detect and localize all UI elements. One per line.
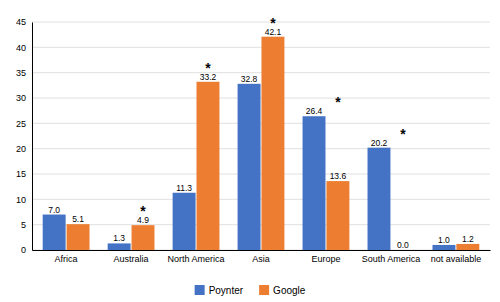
x-tick: Europe [311, 250, 340, 264]
y-tick-label: 25 [16, 119, 26, 129]
x-tick: Asia [252, 250, 270, 264]
y-tick: 25 [16, 119, 32, 129]
annotation: * [335, 94, 341, 110]
y-tick: 30 [16, 93, 32, 103]
data-label: 0.0 [397, 240, 409, 250]
bar-series [43, 84, 456, 250]
grid-line [32, 47, 490, 48]
grid-line [32, 174, 490, 175]
x-tick: Australia [114, 250, 149, 264]
legend-item: Google [259, 285, 306, 296]
x-tick-label: Australia [114, 254, 149, 264]
y-tick: 45 [16, 17, 32, 27]
bar [43, 215, 66, 250]
bars [43, 37, 480, 250]
legend: Poynter Google [195, 285, 306, 296]
y-tick: 5 [21, 220, 32, 230]
data-labels: 7.01.311.332.826.420.21.05.14.933.242.11… [48, 27, 474, 250]
chart: 0 5 10 15 20 25 30 35 40 45 Africa Australia North A… [0, 0, 500, 302]
bar-series [67, 37, 480, 250]
data-label: 32.8 [241, 74, 258, 84]
bar [303, 116, 326, 250]
grid-line [32, 250, 490, 251]
grid-line [32, 22, 490, 23]
grid-line [32, 98, 490, 99]
x-tick: not available [431, 250, 482, 264]
annotation: * [140, 203, 146, 219]
legend-label: Poynter [209, 285, 244, 296]
y-tick-label: 10 [16, 195, 26, 205]
grid-line [32, 199, 490, 200]
x-tick-label: Asia [252, 254, 270, 264]
grid-line [32, 148, 490, 149]
y-tick-label: 0 [21, 245, 26, 255]
x-tick: Africa [55, 250, 78, 264]
bar [432, 245, 455, 250]
annotations: * * * * * [140, 15, 406, 219]
x-axis-line [33, 250, 491, 251]
annotation: * [270, 15, 276, 31]
grid-line [32, 224, 490, 225]
data-label: 20.2 [371, 138, 388, 148]
y-tick-label: 20 [16, 144, 26, 154]
data-label: 1.0 [438, 235, 450, 245]
y-tick: 20 [16, 144, 32, 154]
bar [238, 84, 261, 250]
y-axis: 0 5 10 15 20 25 30 35 40 45 [16, 17, 33, 255]
y-tick-label: 35 [16, 68, 26, 78]
grid-line [32, 72, 490, 73]
grid [32, 22, 490, 250]
data-label: 26.4 [306, 106, 323, 116]
y-tick-label: 5 [21, 220, 26, 230]
bar [197, 82, 220, 250]
bar [67, 224, 90, 250]
data-label: 5.1 [72, 214, 84, 224]
grid-line [32, 123, 490, 124]
bar [456, 244, 479, 250]
data-label: 13.6 [330, 171, 347, 181]
x-tick-label: Africa [55, 254, 78, 264]
x-tick-label: North America [168, 254, 225, 264]
bar [108, 243, 131, 250]
x-tick-label: not available [431, 254, 482, 264]
bar [261, 37, 284, 250]
data-label: 1.2 [462, 234, 474, 244]
x-tick: South America [362, 250, 421, 264]
x-tick-label: Europe [311, 254, 340, 264]
bar [132, 225, 155, 250]
bar [326, 181, 349, 250]
y-tick: 40 [16, 43, 32, 53]
y-tick: 0 [21, 245, 32, 255]
data-label: 11.3 [176, 183, 192, 193]
data-label: 7.0 [48, 205, 60, 215]
y-tick-label: 40 [16, 43, 26, 53]
legend-label: Google [273, 285, 306, 296]
bar [173, 193, 196, 250]
bar [368, 148, 391, 250]
y-tick: 35 [16, 68, 32, 78]
plot-root: 0 5 10 15 20 25 30 35 40 45 Africa Australia North A… [16, 15, 491, 265]
y-tick-label: 45 [16, 17, 26, 27]
y-axis-line [32, 23, 33, 251]
annotation: * [205, 60, 211, 76]
legend-swatch [195, 285, 205, 295]
y-tick: 15 [16, 169, 32, 179]
data-label: 1.3 [113, 233, 125, 243]
legend-swatch [259, 285, 269, 295]
legend-item: Poynter [195, 285, 244, 296]
y-tick-label: 15 [16, 169, 26, 179]
annotation: * [400, 126, 406, 142]
x-tick: North America [168, 250, 225, 264]
x-tick-label: South America [362, 254, 421, 264]
y-tick-label: 30 [16, 93, 26, 103]
x-axis: Africa Australia North America Asia Europe So… [33, 250, 491, 264]
y-tick: 10 [16, 195, 32, 205]
